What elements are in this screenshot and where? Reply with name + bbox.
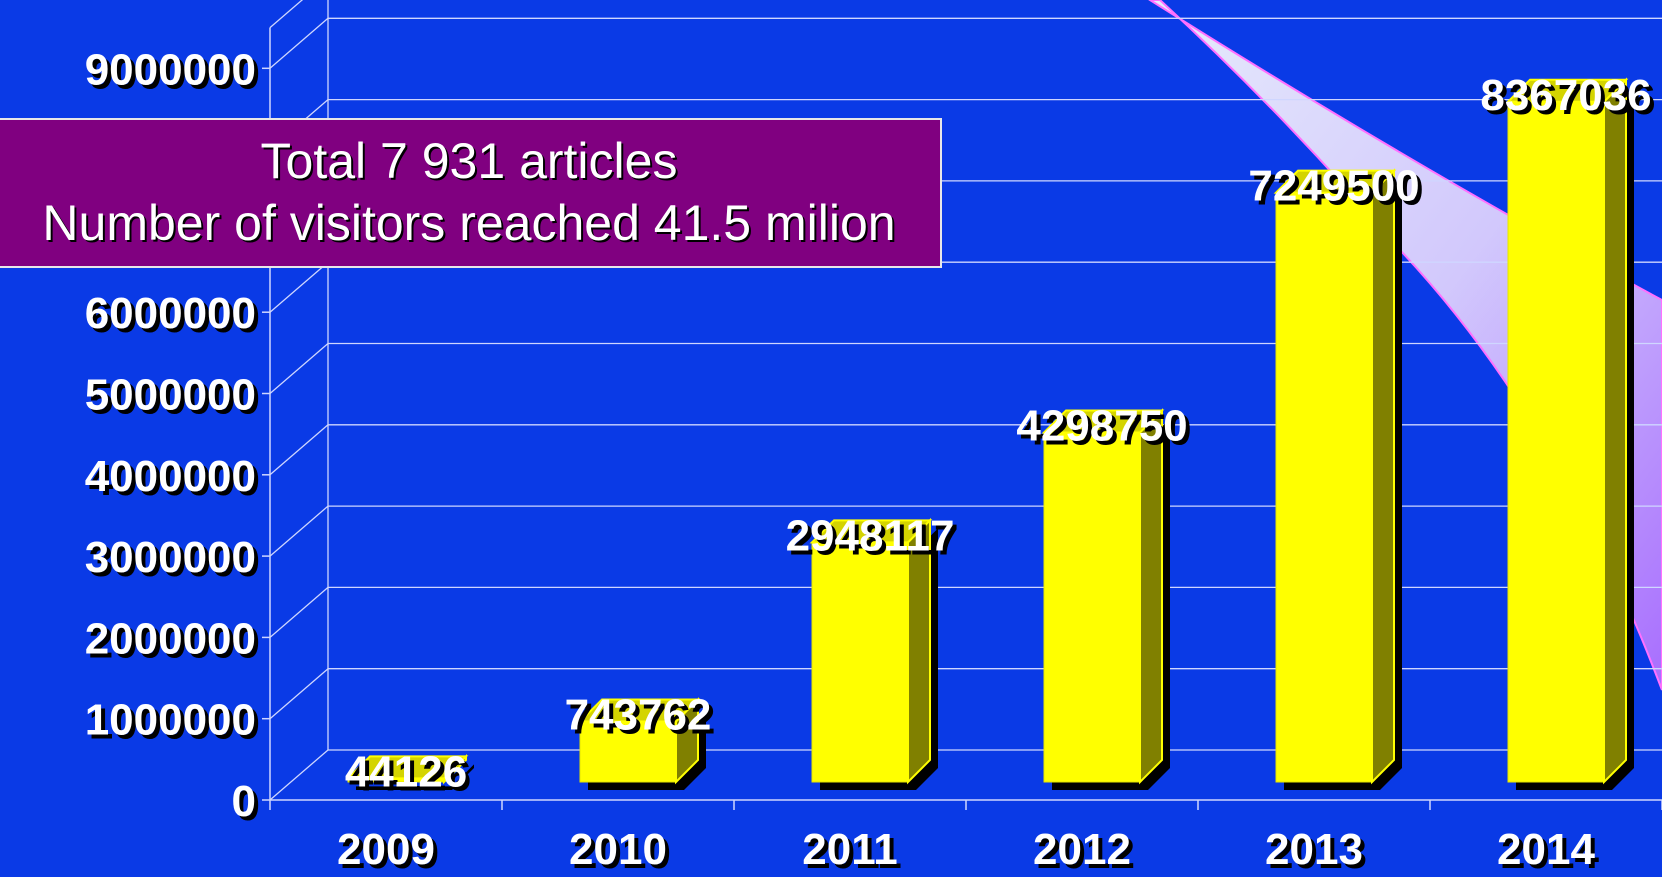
summary-banner: Total 7 931 articles Number of visitors … (0, 118, 942, 268)
bar-side (1603, 77, 1627, 785)
y-tick-label-shadow: 1000000 (89, 700, 260, 749)
y-tick-label: 0 (232, 777, 256, 826)
bar-top (345, 755, 469, 780)
y-tick-label-shadow: 0 (236, 781, 260, 830)
data-label: 743762 (565, 691, 712, 740)
bar-2014 (1505, 77, 1634, 791)
gridline-depth-top (269, 0, 304, 29)
y-tick-label-shadow: 6000000 (89, 293, 260, 342)
data-label-shadow: 4298750 (1020, 406, 1191, 455)
summary-line-2: Number of visitors reached 41.5 milion (42, 195, 896, 251)
y-tick-label-shadow: 4000000 (89, 456, 260, 505)
y-tick-label: 3000000 (85, 533, 256, 582)
gridline-depth-2 (269, 586, 329, 638)
bar-2009 (345, 753, 474, 790)
y-tick-label: 9000000 (85, 45, 256, 94)
bar-front (1275, 192, 1373, 783)
y-tick-label-shadow: 5000000 (89, 375, 260, 424)
y-tick-label: 4000000 (85, 452, 256, 501)
y-tick-label: 6000000 (85, 289, 256, 338)
data-label-shadow: 8367036 (1484, 75, 1655, 124)
data-label-shadow: 44126 (349, 751, 471, 800)
x-tick-label-shadow: 2011 (806, 829, 901, 877)
x-tick-label: 2012 (1033, 825, 1131, 874)
bar-2013 (1273, 168, 1402, 790)
bar-side (1371, 168, 1395, 785)
bar-top (1505, 78, 1629, 103)
x-tick-label: 2013 (1265, 825, 1363, 874)
bar-top (809, 519, 933, 544)
bar-2010 (577, 697, 706, 790)
bar-2011 (809, 517, 938, 790)
bar-shadow (356, 764, 474, 790)
bar-front (811, 541, 909, 783)
gridline-depth-4 (269, 424, 329, 476)
x-tick-label-shadow: 2012 (1037, 829, 1135, 877)
bar-top (1273, 169, 1397, 194)
data-label-shadow: 2948117 (790, 515, 959, 564)
data-label: 2948117 (786, 511, 955, 560)
data-label: 44126 (345, 747, 467, 796)
y-tick-label: 2000000 (85, 614, 256, 663)
gridline-depth-6 (269, 261, 329, 313)
x-tick-label-shadow: 2013 (1269, 829, 1367, 877)
bar-front (1043, 432, 1141, 783)
gridline-depth-5 (269, 343, 329, 394)
y-tick-label-shadow: 3000000 (89, 537, 260, 586)
y-tick-label: 5000000 (85, 371, 256, 420)
bar-front (579, 721, 677, 783)
x-tick-label-shadow: 2009 (341, 829, 439, 877)
x-tick-label-shadow: 2010 (573, 829, 671, 877)
summary-line-1: Total 7 931 articles (260, 133, 678, 189)
y-tick-label-shadow: 2000000 (89, 618, 260, 667)
x-tick-label: 2010 (569, 825, 667, 874)
bar-top (577, 698, 701, 723)
gridline-depth-9 (269, 17, 329, 69)
gridline-depth-0 (269, 749, 329, 801)
data-label: 4298750 (1016, 402, 1187, 451)
chart-bars (345, 77, 1634, 791)
gridline-depth-3 (269, 505, 329, 557)
y-tick-label-shadow: 9000000 (89, 49, 260, 98)
bar-front (1507, 101, 1605, 783)
bar-2012 (1041, 408, 1170, 790)
bar-side (1139, 408, 1163, 785)
x-tick-label: 2014 (1497, 825, 1595, 874)
data-label: 7249500 (1248, 162, 1419, 211)
gridline-depth-1 (269, 668, 329, 720)
x-tick-label: 2011 (802, 825, 897, 874)
data-label-shadow: 743762 (569, 695, 716, 744)
bar-top (1041, 409, 1165, 434)
data-label-shadow: 7249500 (1252, 166, 1423, 215)
x-tick-label-shadow: 2014 (1501, 829, 1599, 877)
data-label: 8367036 (1480, 71, 1651, 120)
y-tick-label: 1000000 (85, 696, 256, 745)
x-tick-label: 2009 (337, 825, 435, 874)
